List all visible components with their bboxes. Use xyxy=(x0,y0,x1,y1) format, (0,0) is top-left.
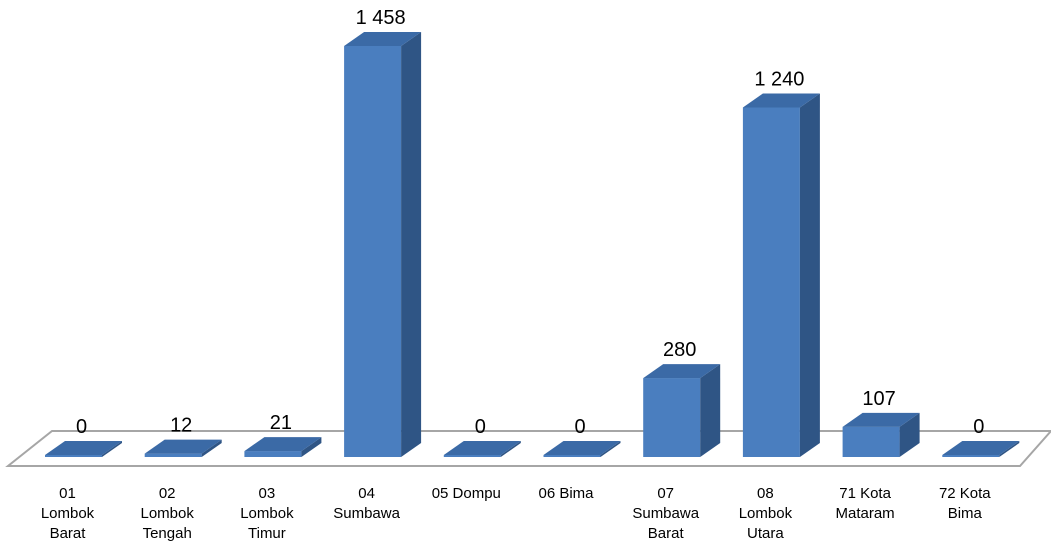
category-label: 05 Dompu xyxy=(432,485,501,502)
bar-front xyxy=(742,107,800,458)
bar-top xyxy=(942,441,1020,455)
value-label: 21 xyxy=(270,412,292,434)
bar xyxy=(942,441,1020,457)
bar-front xyxy=(443,455,501,457)
category-label: 06 Bima xyxy=(538,485,594,502)
bar xyxy=(45,441,122,457)
bar-side xyxy=(899,412,920,457)
category-label: 71 Kota Mataram xyxy=(836,485,895,522)
bar-side xyxy=(799,93,820,458)
bar-front xyxy=(344,46,402,457)
category-axis-labels: 01 Lombok Barat 02 Lombok Tengah 03 Lombok Timur… xyxy=(41,485,991,542)
value-label: 12 xyxy=(170,415,192,437)
bar-side xyxy=(401,32,422,457)
value-label: 0 xyxy=(574,416,585,438)
value-labels: 0 12 21 1 458 0 0 280 1 240 107 0 xyxy=(76,7,984,438)
value-label: 1 458 xyxy=(356,7,406,29)
value-label: 0 xyxy=(76,416,87,438)
bar xyxy=(543,441,621,457)
bar-top xyxy=(45,441,122,455)
bar xyxy=(443,441,521,457)
bar-top xyxy=(443,441,521,455)
bar-side xyxy=(301,437,322,457)
bar xyxy=(842,412,920,457)
value-label: 1 240 xyxy=(754,68,804,90)
category-label: 72 Kota Bima xyxy=(939,485,991,522)
value-label: 0 xyxy=(973,416,984,438)
bar-front xyxy=(45,455,102,457)
bar-series xyxy=(45,32,1020,458)
bar xyxy=(244,437,322,457)
bar-front xyxy=(144,453,202,457)
bar-front xyxy=(244,451,302,457)
bar-top xyxy=(543,441,621,455)
bar-side xyxy=(700,364,721,457)
bar-front xyxy=(942,455,1000,457)
bar-top xyxy=(144,439,222,454)
bar-top xyxy=(244,437,322,452)
bar-front xyxy=(842,426,900,457)
bar-front xyxy=(543,455,601,457)
bar-side xyxy=(500,441,521,457)
category-label: 01 Lombok Barat xyxy=(41,485,95,542)
bar-side xyxy=(999,441,1020,457)
category-label: 03 Lombok Timur xyxy=(240,485,294,542)
bar-side xyxy=(102,441,122,457)
value-label: 280 xyxy=(663,339,696,361)
bar-front xyxy=(643,378,701,457)
bar xyxy=(643,364,721,457)
bar-top xyxy=(643,364,721,379)
bar-top xyxy=(344,32,422,46)
bar xyxy=(344,32,422,457)
bar-side xyxy=(600,441,621,457)
category-label: 04 Sumbawa xyxy=(333,485,400,522)
category-label: 07 Sumbawa Barat xyxy=(632,485,699,542)
bar-top xyxy=(742,93,820,108)
value-label: 107 xyxy=(862,388,895,410)
category-label: 08 Lombok Utara xyxy=(739,485,793,542)
bar xyxy=(144,439,222,457)
bar-side xyxy=(201,439,222,457)
bar-top xyxy=(842,412,920,427)
category-label: 02 Lombok Tengah xyxy=(141,485,195,542)
value-label: 0 xyxy=(475,416,486,438)
bar xyxy=(742,93,820,458)
